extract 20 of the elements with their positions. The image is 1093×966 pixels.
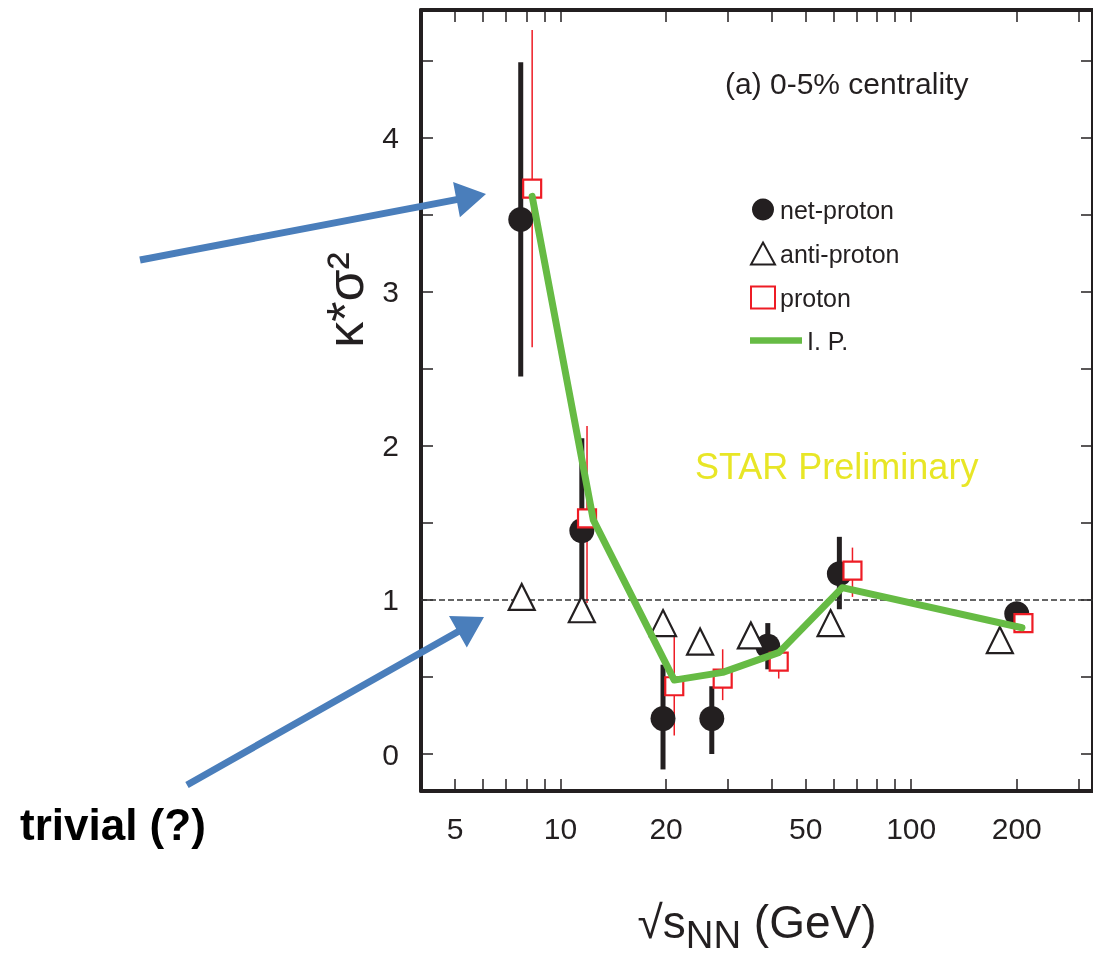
text: trivial (?)	[20, 800, 206, 850]
y-tick-label: 0	[382, 737, 399, 771]
x-tick-label: 200	[991, 811, 1042, 845]
legend-label: proton	[780, 283, 851, 312]
y-tick-label: 4	[382, 121, 399, 155]
annotation: (a) 0-5% centrality	[725, 66, 969, 100]
legend-label: I. P.	[807, 326, 849, 355]
x-tick-label: 5	[446, 811, 464, 845]
annotation: STAR Preliminary	[695, 445, 979, 487]
y-tick-label: 2	[382, 429, 399, 463]
legend-label: net-proton	[780, 195, 894, 224]
legend-label: anti-proton	[780, 239, 900, 268]
x-tick-label: 20	[649, 811, 683, 845]
x-axis-title: √s$_{NN}$ (GeV)	[636, 895, 878, 958]
x-tick-label: 100	[886, 811, 937, 845]
x-tick-label: 50	[788, 811, 823, 845]
y-axis-title: κ*σ²	[315, 252, 375, 348]
y-tick-label: 1	[382, 583, 399, 617]
y-tick-label: 3	[382, 275, 399, 309]
x-tick-label: 10	[543, 811, 578, 845]
